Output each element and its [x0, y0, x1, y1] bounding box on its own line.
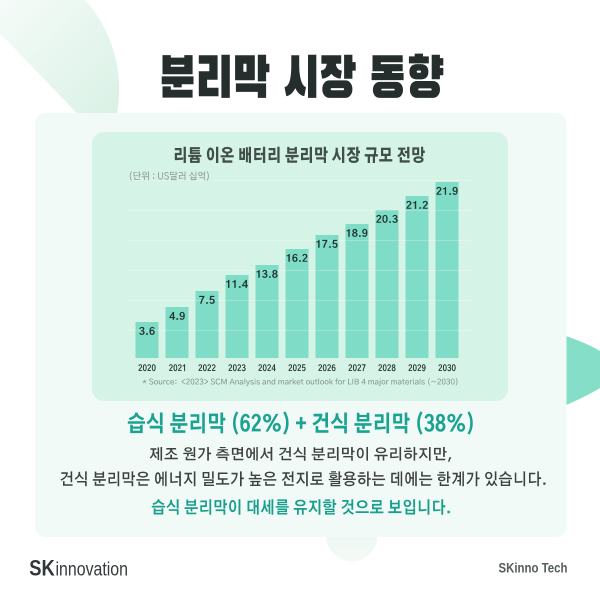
svg-text:innovation: innovation: [56, 559, 129, 580]
svg-text:SKinno Tech: SKinno Tech: [499, 560, 568, 576]
svg-text:SK: SK: [29, 555, 55, 580]
